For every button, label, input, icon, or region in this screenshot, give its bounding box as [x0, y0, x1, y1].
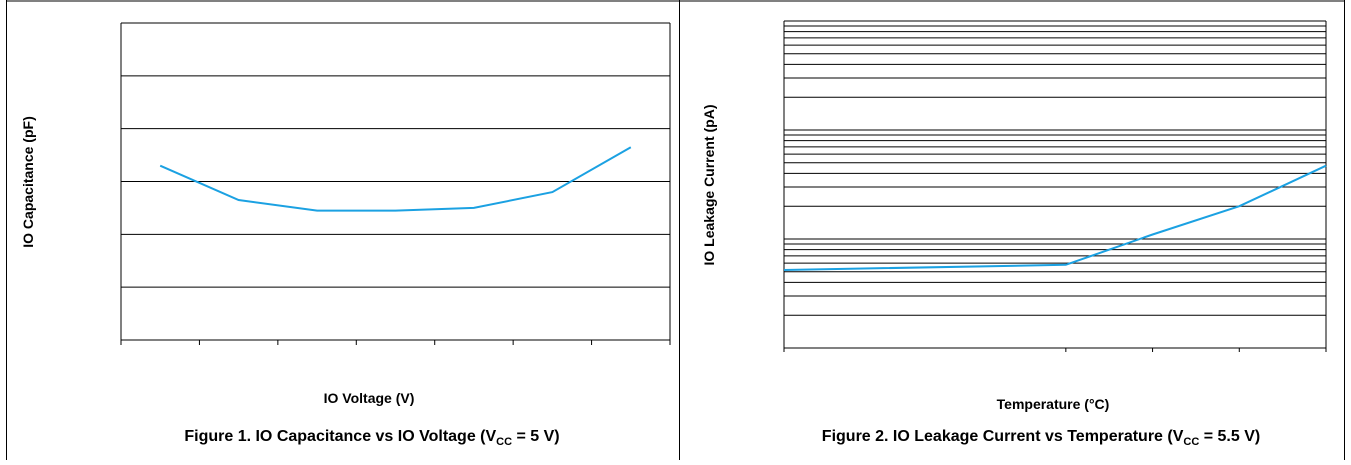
chart2-series-line	[783, 164, 1327, 271]
chart2-x-axis-label: Temperature (°C)	[997, 396, 1110, 412]
figure-frame: IO Capacitance (pF) IO Voltage (V) Figur…	[6, 0, 1345, 460]
chart-capacitance: IO Capacitance (pF) IO Voltage (V) Figur…	[20, 22, 671, 448]
chart2-y-axis-label: IO Leakage Current (pA)	[701, 104, 717, 265]
chart1-caption-subscript: CC	[496, 436, 512, 448]
chart1-gridlines	[120, 22, 671, 345]
chart1-series-line	[159, 146, 632, 212]
chart1-x-axis-label: IO Voltage (V)	[324, 390, 415, 406]
chart2-gridlines	[783, 20, 1327, 352]
chart2-caption-subscript: CC	[1183, 436, 1199, 448]
chart1-y-axis-label: IO Capacitance (pF)	[20, 116, 36, 247]
figures-canvas: IO Capacitance (pF) IO Voltage (V) Figur…	[6, 0, 1345, 460]
chart2-caption-suffix: = 5.5 V)	[1199, 428, 1260, 445]
chart1-caption-text: Figure 1. IO Capacitance vs IO Voltage (…	[184, 428, 496, 445]
chart2-caption-text: Figure 2. IO Leakage Current vs Temperat…	[822, 428, 1184, 445]
chart1-caption: Figure 1. IO Capacitance vs IO Voltage (…	[184, 428, 559, 448]
chart2-caption: Figure 2. IO Leakage Current vs Temperat…	[822, 428, 1260, 448]
chart1-caption-suffix: = 5 V)	[512, 428, 560, 445]
chart-leakage-current: IO Leakage Current (pA) Temperature (°C)…	[701, 20, 1327, 448]
